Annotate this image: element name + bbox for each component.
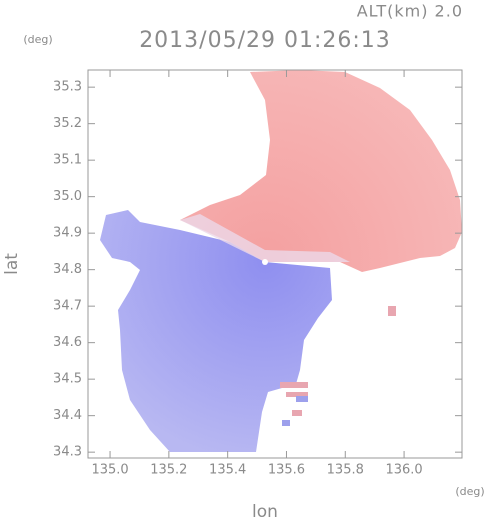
radar-approaching: [100, 210, 332, 452]
y-tick-label: 34.5: [53, 372, 82, 387]
x-tick-label: 135.4: [209, 463, 246, 478]
y-tick-label: 35.1: [53, 153, 82, 168]
y-axis-label: lat: [2, 253, 22, 275]
y-tick-label: 34.3: [53, 445, 82, 460]
y-tick-label: 35.2: [53, 116, 82, 131]
x-tick-label: 135.2: [150, 463, 187, 478]
radar-zero-band: [180, 214, 350, 262]
x-tick-label: 135.6: [268, 463, 305, 478]
y-tick-label: 34.8: [53, 262, 82, 277]
x-axis-label: lon: [252, 502, 278, 521]
y-tick-label: 34.4: [53, 408, 82, 423]
x-unit: (deg): [455, 485, 484, 498]
y-unit: (deg): [23, 33, 52, 46]
y-tick-label: 35.3: [53, 80, 82, 95]
radar-clutter-blue: [282, 396, 308, 426]
y-tick-label: 35.0: [53, 189, 82, 204]
chart-title: 2013/05/29 01:26:13: [139, 28, 391, 53]
y-tick-label: 34.7: [53, 299, 82, 314]
x-tick-label: 135.0: [91, 463, 128, 478]
radar-receding: [180, 70, 462, 272]
y-tick-label: 34.6: [53, 335, 82, 350]
radar-field: [100, 70, 462, 452]
x-tick-label: 136.0: [385, 463, 422, 478]
radar-site: [262, 259, 268, 265]
y-tick-label: 34.9: [53, 226, 82, 241]
x-tick-label: 135.8: [327, 463, 364, 478]
altitude-label: ALT(km) 2.0: [357, 2, 463, 21]
plot-frame: [87, 69, 463, 459]
